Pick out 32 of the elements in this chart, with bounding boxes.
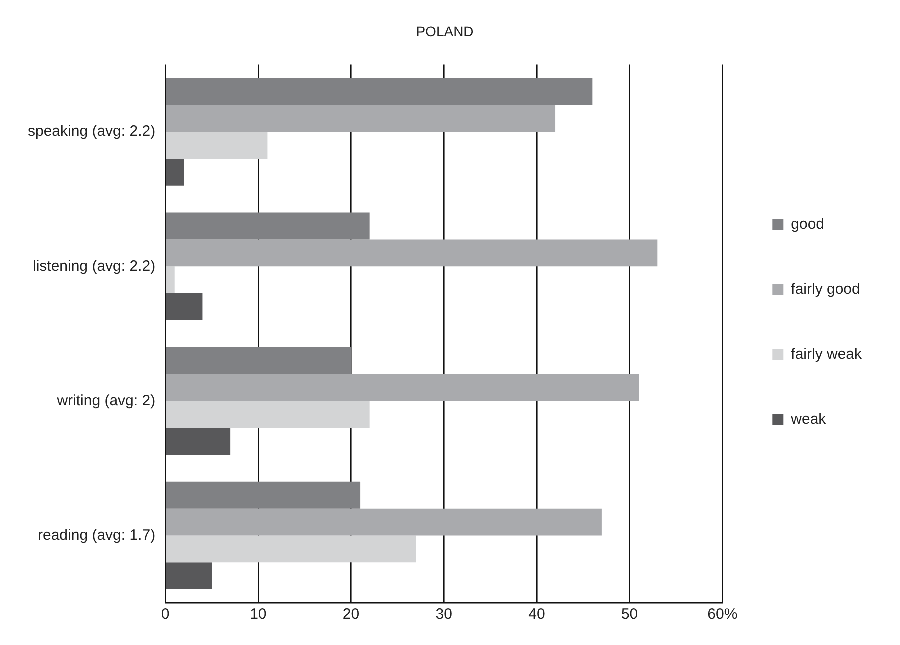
bar — [166, 158, 184, 186]
y-tick-label: reading (avg: 1.7) — [38, 526, 156, 544]
bar — [166, 508, 602, 536]
bar — [166, 482, 361, 509]
bar — [166, 347, 352, 374]
x-tick-label: 10 — [250, 606, 267, 624]
x-tick-label: 50 — [621, 606, 638, 624]
x-tick-label: 60% — [708, 606, 738, 624]
bar — [166, 132, 268, 159]
bar — [166, 105, 556, 132]
bar — [166, 294, 203, 320]
bar — [166, 240, 658, 267]
bar — [166, 401, 370, 428]
bar — [166, 374, 640, 402]
chart-title: POLAND — [416, 23, 474, 40]
bar — [166, 536, 416, 563]
legend-label: fairly good — [791, 281, 860, 298]
legend-label: good — [791, 216, 825, 234]
bar — [166, 266, 175, 294]
bar — [166, 212, 370, 240]
legend-label: weak — [790, 411, 827, 428]
bar — [166, 562, 212, 590]
x-tick-label: 40 — [528, 606, 546, 624]
bar — [166, 78, 593, 106]
y-tick-label: writing (avg: 2) — [56, 392, 156, 410]
x-tick-label: 0 — [161, 606, 170, 624]
x-tick-label: 20 — [342, 606, 360, 624]
bar — [166, 428, 231, 455]
y-tick-label: listening (avg: 2.2) — [32, 258, 156, 275]
legend-label: fairly weak — [791, 346, 862, 364]
y-tick-label: speaking (avg: 2.2) — [28, 123, 156, 140]
x-tick-label: 30 — [436, 606, 452, 624]
